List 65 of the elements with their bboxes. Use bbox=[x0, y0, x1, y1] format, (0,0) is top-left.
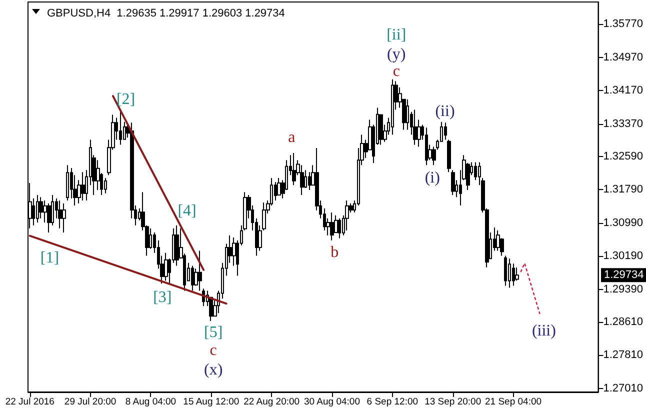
candlestick bbox=[425, 127, 428, 166]
annotation: c bbox=[392, 62, 400, 80]
x-tick-label: 22 Aug 20:00 bbox=[244, 396, 300, 408]
annotation: (y) bbox=[387, 46, 406, 63]
y-tick-label: 1.35770 bbox=[603, 18, 644, 30]
candlestick bbox=[262, 202, 266, 231]
candlestick bbox=[447, 139, 451, 173]
candlestick bbox=[175, 224, 179, 266]
candlestick bbox=[164, 252, 168, 282]
candlestick bbox=[515, 267, 519, 282]
text: 1.29734 bbox=[604, 269, 644, 282]
candlestick bbox=[413, 109, 417, 146]
candlestick bbox=[330, 212, 334, 241]
x-tick-label: 22 Jul 2016 bbox=[5, 396, 54, 408]
candlestick bbox=[58, 200, 62, 229]
y-tick-label: 1.33370 bbox=[603, 118, 644, 130]
candlestick bbox=[504, 255, 507, 286]
candlestick bbox=[39, 196, 43, 219]
y-tick-label: 1.31790 bbox=[603, 184, 644, 196]
candlestick bbox=[474, 162, 477, 181]
x-tick-label: 6 Sep 12:00 bbox=[366, 396, 418, 408]
annotation: [2] bbox=[116, 91, 136, 108]
x-tick-label: 13 Sep 20:00 bbox=[424, 396, 482, 408]
candlestick bbox=[66, 164, 69, 201]
candlestick bbox=[338, 218, 341, 239]
y-tick-label: 1.30990 bbox=[603, 216, 644, 229]
y-tick-label: 1.32590 bbox=[603, 150, 644, 162]
annotation: c bbox=[210, 342, 217, 360]
annotation: (x) bbox=[204, 361, 223, 378]
candlestick bbox=[451, 170, 455, 196]
annotation: (iii) bbox=[532, 322, 556, 340]
annotation: b bbox=[330, 244, 339, 261]
candlestick bbox=[406, 98, 409, 130]
annotation: [ii] bbox=[386, 26, 406, 44]
x-tick-label: 29 Jul 20:00 bbox=[64, 396, 116, 408]
candlestick bbox=[292, 152, 296, 186]
x-tick-label: 15 Aug 12:00 bbox=[183, 396, 240, 408]
candlestick bbox=[36, 194, 39, 223]
candlestick bbox=[119, 111, 122, 146]
y-tick-label: 1.27010 bbox=[603, 382, 644, 394]
annotation: (i) bbox=[424, 169, 440, 186]
annotation: a bbox=[288, 129, 296, 146]
candlestick bbox=[81, 172, 85, 201]
y-tick-label: 1.27810 bbox=[603, 349, 644, 362]
text: GBPUSD,H4 1.29635 1.29917 1.29603 1.29734 bbox=[47, 8, 285, 20]
annotation: [1] bbox=[40, 250, 60, 267]
annotation: (ii) bbox=[435, 103, 455, 120]
candlestick bbox=[191, 265, 194, 292]
y-tick-label: 1.30190 bbox=[603, 250, 644, 262]
candlestick bbox=[62, 202, 66, 233]
y-tick-label: 1.34170 bbox=[603, 84, 644, 97]
annotation: [3] bbox=[153, 289, 172, 306]
candlestick bbox=[391, 78, 394, 136]
candlestick bbox=[104, 177, 107, 194]
y-tick-label: 1.28610 bbox=[603, 316, 644, 328]
x-tick-label: 30 Aug 04:00 bbox=[304, 396, 360, 408]
candlestick bbox=[508, 258, 511, 288]
annotation: [4] bbox=[178, 202, 196, 220]
x-tick-label: 8 Aug 04:00 bbox=[125, 396, 176, 408]
candlestick bbox=[198, 250, 202, 292]
candlestick bbox=[444, 122, 447, 140]
y-tick-label: 1.29390 bbox=[603, 283, 644, 296]
x-tick-label: 21 Sep 04:00 bbox=[485, 396, 542, 408]
annotation: [5] bbox=[204, 324, 223, 342]
y-tick-label: 1.34970 bbox=[603, 51, 644, 64]
